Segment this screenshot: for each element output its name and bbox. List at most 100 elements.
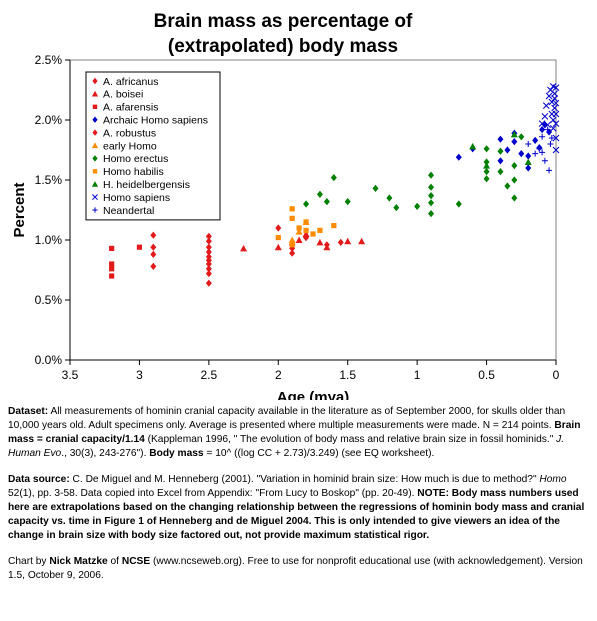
data-point xyxy=(548,98,556,106)
legend-entry: A. robustus xyxy=(103,127,156,139)
data-point xyxy=(497,135,504,143)
dataset-note: Dataset: All measurements of hominin cra… xyxy=(8,406,581,459)
data-point xyxy=(303,234,310,242)
data-point xyxy=(288,236,296,243)
data-point xyxy=(289,206,295,212)
data-point xyxy=(295,228,303,235)
data-point xyxy=(525,164,532,172)
legend-box xyxy=(85,71,221,221)
data-point xyxy=(310,231,316,237)
y-tick-label: 2.0% xyxy=(35,113,63,127)
legend-marker xyxy=(92,194,98,201)
data-point xyxy=(511,194,518,202)
data-point xyxy=(455,153,462,161)
data-point xyxy=(455,200,462,208)
data-point xyxy=(337,238,344,246)
data-point xyxy=(518,133,525,141)
data-point xyxy=(109,261,115,267)
data-point xyxy=(109,245,115,251)
data-point xyxy=(504,146,511,154)
data-point xyxy=(532,150,539,157)
data-point xyxy=(358,237,366,245)
data-point xyxy=(240,244,248,252)
data-point xyxy=(483,162,491,169)
data-point xyxy=(497,157,504,165)
data-point xyxy=(483,175,490,183)
y-tick-label: 0.0% xyxy=(35,353,63,367)
data-point xyxy=(316,238,324,246)
x-axis-label: Age (mya) xyxy=(277,389,350,400)
data-point xyxy=(344,198,351,206)
legend-marker xyxy=(91,90,99,97)
data-point xyxy=(538,120,546,127)
data-point xyxy=(483,158,490,166)
data-points xyxy=(109,83,560,287)
data-point xyxy=(549,125,557,132)
data-point xyxy=(552,84,560,91)
data-point xyxy=(275,235,281,241)
data-point xyxy=(289,215,295,221)
data-point xyxy=(150,243,157,251)
data-point xyxy=(511,176,518,184)
data-point xyxy=(525,152,532,160)
data-point xyxy=(428,171,435,179)
data-point xyxy=(275,224,282,232)
data-point xyxy=(536,145,543,152)
legend-marker xyxy=(92,129,98,136)
data-point xyxy=(483,168,490,176)
x-tick-label: 3.5 xyxy=(62,368,79,382)
data-point xyxy=(323,241,330,249)
y-axis-label: Percent xyxy=(11,182,28,237)
x-tick-label: 0.5 xyxy=(478,368,495,382)
data-point xyxy=(428,210,435,218)
data-point xyxy=(549,116,557,124)
data-point xyxy=(551,95,558,102)
data-point xyxy=(289,242,295,248)
legend-marker xyxy=(92,169,98,174)
x-tick-label: 1 xyxy=(414,368,421,382)
data-point xyxy=(541,113,549,120)
data-point xyxy=(511,162,518,170)
y-tick-label: 1.5% xyxy=(35,173,63,187)
data-point xyxy=(504,182,511,190)
y-tick-label: 2.5% xyxy=(35,53,63,67)
notes: Dataset: All measurements of hominin cra… xyxy=(8,405,591,595)
chart-title-line2: (extrapolated) body mass xyxy=(168,36,398,57)
data-point xyxy=(524,158,532,165)
data-point xyxy=(303,200,310,208)
data-point xyxy=(428,199,435,207)
x-tick-label: 2.5 xyxy=(201,368,218,382)
credit-note: Chart by Nick Matzke of NCSE (www.ncsewe… xyxy=(8,556,583,581)
data-point xyxy=(205,232,212,240)
data-point xyxy=(544,121,552,129)
data-point xyxy=(518,150,525,158)
data-point xyxy=(469,142,477,150)
data-point xyxy=(552,146,560,154)
data-point xyxy=(393,204,400,212)
legend-entry: Homo habilis xyxy=(103,166,164,178)
legend-entry: A. afarensis xyxy=(103,102,158,114)
data-point xyxy=(205,279,212,287)
legend-marker xyxy=(91,181,99,187)
legend-entry: A. boisei xyxy=(103,89,143,101)
data-point xyxy=(548,135,555,141)
data-point xyxy=(317,227,323,233)
data-point xyxy=(552,110,560,118)
legend-marker xyxy=(92,155,98,162)
data-point xyxy=(510,130,518,138)
data-point xyxy=(205,270,212,278)
data-source-note: Data source: C. De Miguel and M. Hennebe… xyxy=(8,474,585,541)
data-point xyxy=(302,230,310,237)
data-point xyxy=(545,92,553,100)
data-point xyxy=(542,102,550,109)
legend-marker xyxy=(92,77,98,85)
data-point xyxy=(295,236,303,243)
data-point xyxy=(150,231,157,239)
data-point xyxy=(428,183,435,191)
legend-marker xyxy=(92,104,98,109)
data-point xyxy=(552,120,560,127)
data-point xyxy=(109,273,115,279)
data-point xyxy=(150,250,157,258)
x-tick-label: 0 xyxy=(553,368,560,382)
data-point xyxy=(547,141,554,147)
